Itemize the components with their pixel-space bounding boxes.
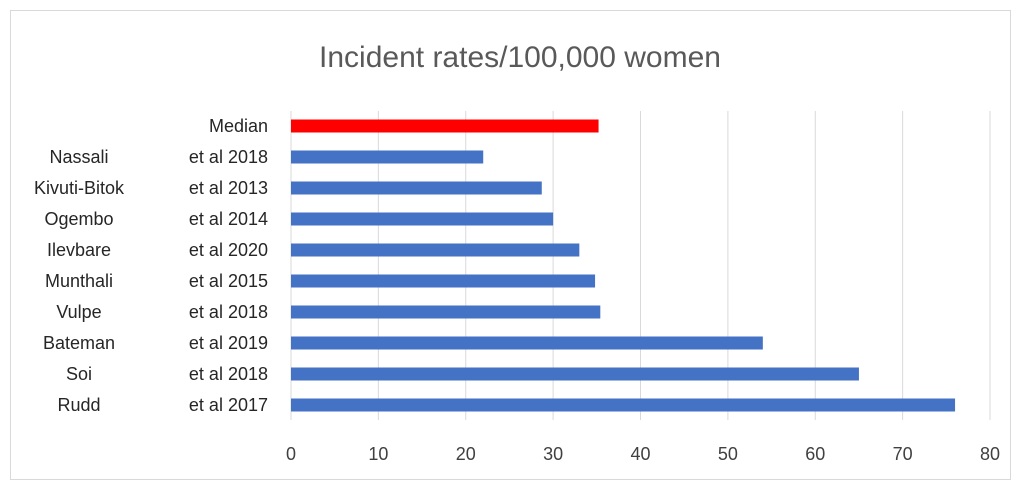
category-author-2: Kivuti-Bitok <box>34 178 125 198</box>
category-author-4: Ilevbare <box>47 240 111 260</box>
category-author-5: Munthali <box>45 271 113 291</box>
category-detail-1: et al 2018 <box>189 147 268 167</box>
category-author-3: Ogembo <box>44 209 113 229</box>
bar-8 <box>291 367 859 381</box>
x-tick-label-80: 80 <box>980 444 1000 464</box>
bar-7 <box>291 336 763 350</box>
x-tick-labels: 0 10 20 30 40 50 60 70 80 <box>286 444 1000 464</box>
category-labels: Median Nassali et al 2018 Kivuti-Bitok et al… <box>34 116 268 415</box>
bar-0 <box>291 119 599 133</box>
category-detail-8: et al 2018 <box>189 364 268 384</box>
x-tick-label-40: 40 <box>630 444 650 464</box>
category-author-6: Vulpe <box>56 302 101 322</box>
category-detail-3: et al 2014 <box>189 209 268 229</box>
bar-6 <box>291 305 601 319</box>
bar-2 <box>291 181 542 195</box>
bars <box>291 119 956 412</box>
category-detail-5: et al 2015 <box>189 271 268 291</box>
x-tick-label-0: 0 <box>286 444 296 464</box>
x-tick-label-10: 10 <box>368 444 388 464</box>
category-detail-7: et al 2019 <box>189 333 268 353</box>
bar-1 <box>291 150 484 164</box>
chart-title: Incident rates/100,000 women <box>319 41 721 74</box>
x-tick-label-60: 60 <box>805 444 825 464</box>
category-detail-6: et al 2018 <box>189 302 268 322</box>
bar-3 <box>291 212 554 226</box>
category-author-7: Bateman <box>43 333 115 353</box>
category-author-9: Rudd <box>57 395 100 415</box>
bar-5 <box>291 274 596 288</box>
bar-9 <box>291 398 956 412</box>
x-tick-label-50: 50 <box>718 444 738 464</box>
category-detail-0: Median <box>209 116 268 136</box>
category-detail-9: et al 2017 <box>189 395 268 415</box>
category-detail-4: et al 2020 <box>189 240 268 260</box>
bar-4 <box>291 243 580 257</box>
category-author-1: Nassali <box>49 147 108 167</box>
category-detail-2: et al 2013 <box>189 178 268 198</box>
x-tick-label-30: 30 <box>543 444 563 464</box>
x-tick-label-70: 70 <box>893 444 913 464</box>
x-tick-label-20: 20 <box>456 444 476 464</box>
category-author-8: Soi <box>66 364 92 384</box>
